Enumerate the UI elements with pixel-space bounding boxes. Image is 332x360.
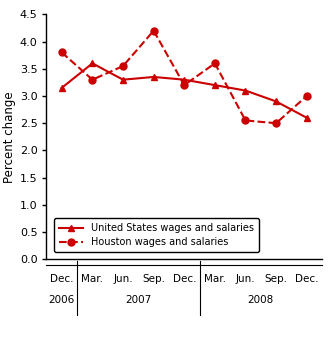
Text: Jun.: Jun. (113, 274, 133, 284)
United States wages and salaries (305, 116, 309, 120)
Houston wages and salaries (243, 118, 247, 123)
Houston wages and salaries (274, 121, 278, 125)
Houston wages and salaries (90, 77, 94, 82)
United States wages and salaries (213, 83, 217, 87)
Text: Jun.: Jun. (236, 274, 255, 284)
Houston wages and salaries (121, 64, 125, 68)
Line: United States wages and salaries: United States wages and salaries (58, 60, 310, 121)
United States wages and salaries (243, 89, 247, 93)
Text: 2007: 2007 (125, 295, 151, 305)
Text: Dec.: Dec. (173, 274, 196, 284)
United States wages and salaries (182, 77, 186, 82)
United States wages and salaries (152, 75, 156, 79)
Text: Mar.: Mar. (204, 274, 226, 284)
Houston wages and salaries (305, 94, 309, 98)
Houston wages and salaries (182, 83, 186, 87)
Text: Sep.: Sep. (265, 274, 288, 284)
Houston wages and salaries (152, 28, 156, 33)
United States wages and salaries (90, 61, 94, 66)
Text: Dec.: Dec. (50, 274, 74, 284)
Line: Houston wages and salaries: Houston wages and salaries (58, 27, 310, 127)
United States wages and salaries (121, 77, 125, 82)
Y-axis label: Percent change: Percent change (3, 91, 16, 183)
United States wages and salaries (274, 99, 278, 104)
United States wages and salaries (60, 86, 64, 90)
Text: Sep.: Sep. (142, 274, 165, 284)
Text: Mar.: Mar. (81, 274, 103, 284)
Houston wages and salaries (60, 50, 64, 55)
Text: 2008: 2008 (248, 295, 274, 305)
Legend: United States wages and salaries, Houston wages and salaries: United States wages and salaries, Housto… (54, 218, 259, 252)
Houston wages and salaries (213, 61, 217, 66)
Text: 2006: 2006 (49, 295, 75, 305)
Text: Dec.: Dec. (295, 274, 318, 284)
